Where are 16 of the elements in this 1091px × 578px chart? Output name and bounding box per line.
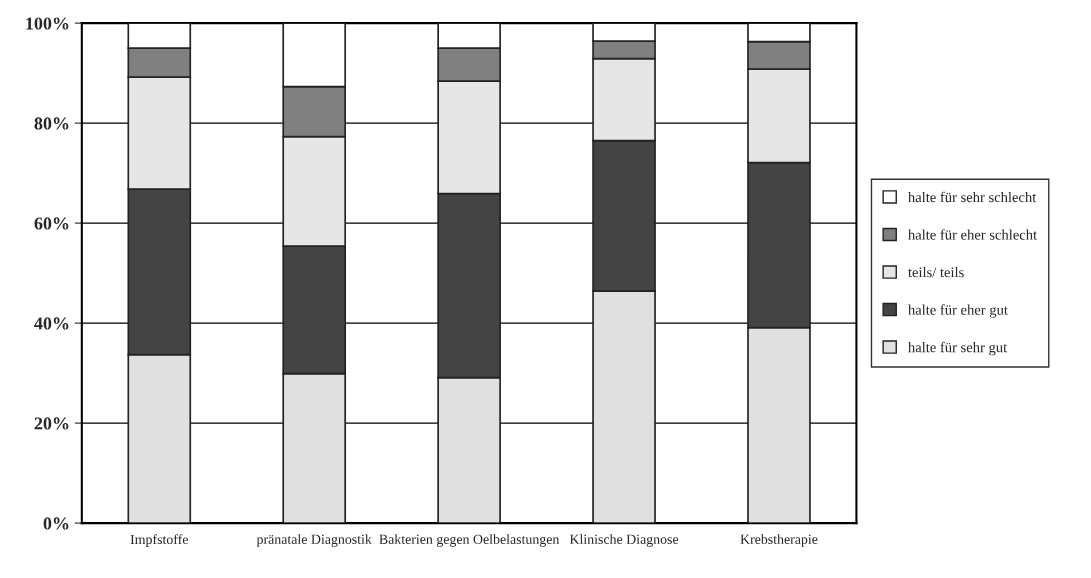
x-tick-label: pränatale Diagnostik xyxy=(256,534,372,547)
y-tick-label: 80% xyxy=(34,117,69,130)
y-tick-label: 100% xyxy=(26,17,69,30)
y-tick-label: 60% xyxy=(34,217,69,230)
x-tick-label: Bakterien gegen Oelbelastungen xyxy=(379,534,560,547)
legend-label: halte für eher gut xyxy=(908,304,1008,318)
x-tick-label: Krebstherapie xyxy=(740,534,818,547)
legend-label: halte für sehr gut xyxy=(908,341,1008,356)
y-tick-label: 0% xyxy=(43,517,69,530)
y-tick-label: 20% xyxy=(34,417,69,430)
legend-label: halte für sehr schlecht xyxy=(908,191,1037,203)
legend-label: halte für eher schlecht xyxy=(908,229,1037,240)
y-tick-label: 40% xyxy=(34,317,69,330)
legend-label: teils/ teils xyxy=(908,266,964,278)
x-tick-label: Klinische Diagnose xyxy=(569,534,679,547)
x-tick-label: Impfstoffe xyxy=(130,534,188,547)
